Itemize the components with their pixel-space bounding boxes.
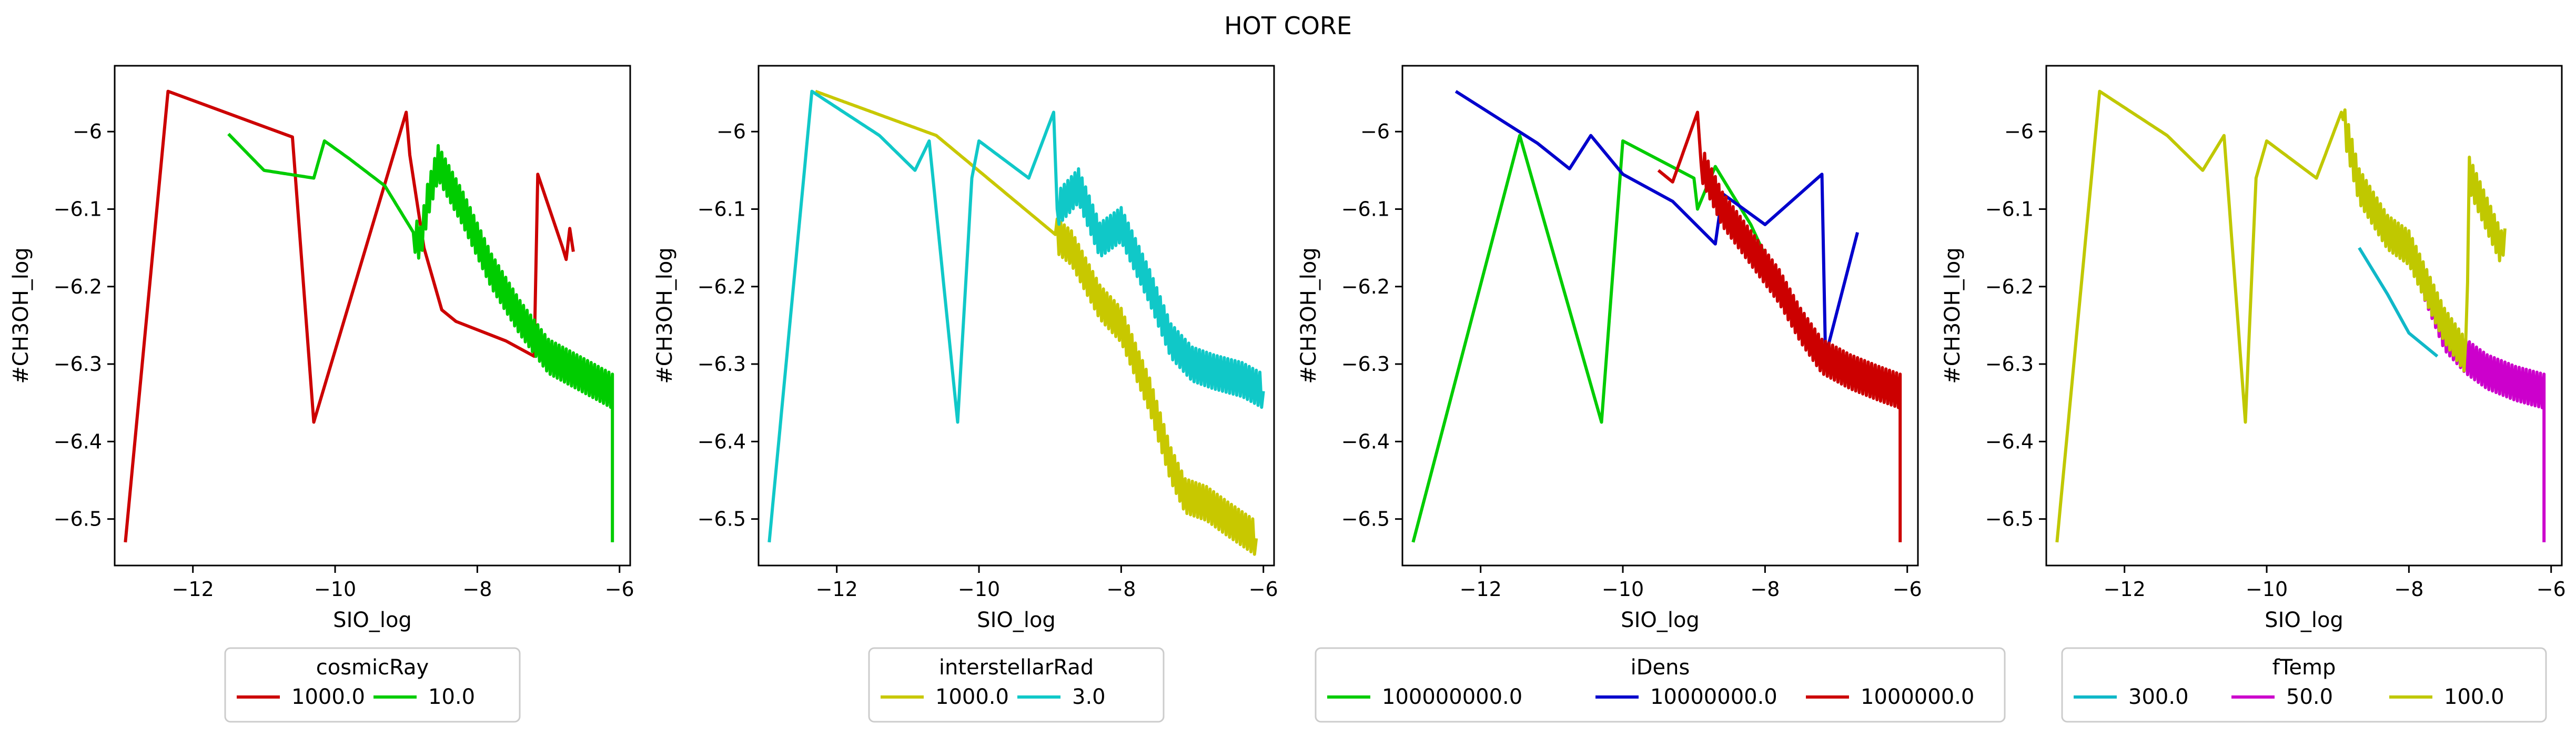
- y-tick-label: −6: [2004, 120, 2034, 143]
- legend-entry-label: 1000.0: [291, 685, 365, 709]
- x-tick-label: −8: [1106, 578, 1136, 601]
- y-tick-label: −6.4: [54, 430, 102, 453]
- legend: cosmicRay 1000.0 10.0: [224, 647, 521, 723]
- y-tick-label: −6.2: [1341, 275, 1390, 298]
- x-axis-label: SIO_log: [2265, 608, 2343, 632]
- x-tick-label: −8: [2394, 578, 2423, 601]
- legend-entry-label: 1000000.0: [1861, 685, 1974, 709]
- axes-frame: [114, 65, 631, 567]
- chart-panel-4: −12 −10 −8 −6 −6 −6.1 −6.2 −6.3 −6.4 −6.5 SIO_log #…: [1941, 65, 2566, 723]
- y-tick-label: −6.2: [54, 275, 102, 298]
- x-tick-label: −8: [462, 578, 492, 601]
- y-tick-label: −6.3: [1985, 352, 2034, 376]
- series-line-2: [227, 133, 614, 542]
- legend-title: iDens: [1631, 655, 1690, 680]
- x-axis-label: SIO_log: [977, 608, 1056, 632]
- legend-frame: [224, 647, 521, 723]
- series-line-1: [815, 89, 1258, 556]
- y-tick-label: −6.1: [54, 197, 102, 220]
- x-tick-label: −12: [816, 578, 858, 601]
- y-tick-label: −6.4: [1985, 430, 2034, 453]
- legend-title: fTemp: [2272, 655, 2336, 680]
- x-tick-label: −10: [314, 578, 356, 601]
- x-tick-label: −6: [1249, 578, 1278, 601]
- axes-frame: [1401, 65, 1919, 567]
- y-tick-label: −6.3: [1341, 352, 1390, 376]
- y-axis-label: #CH3OH_log: [1941, 247, 1965, 384]
- series-group: [124, 89, 614, 543]
- legend-entry-label: 100.0: [2444, 685, 2504, 709]
- legend: fTemp 300.0 50.0 100.0: [2061, 647, 2547, 723]
- legend-frame: [2061, 647, 2547, 723]
- y-axis-label: #CH3OH_log: [9, 247, 33, 384]
- legend-entry-label: 10.0: [428, 685, 475, 709]
- y-tick-label: −6.1: [1985, 197, 2034, 220]
- axes-frame: [2045, 65, 2563, 567]
- y-tick-label: −6: [1360, 120, 1390, 143]
- x-tick-label: −12: [1460, 578, 1502, 601]
- x-tick-label: −10: [2246, 578, 2288, 601]
- legend-entry-label: 3.0: [1072, 685, 1106, 709]
- y-tick-label: −6.5: [1985, 508, 2034, 531]
- y-tick-label: −6.5: [54, 508, 102, 531]
- y-tick-label: −6.4: [698, 430, 746, 453]
- series-group: [767, 89, 1265, 556]
- series-line-2: [767, 89, 1265, 543]
- chart-panel-2: −12 −10 −8 −6 −6 −6.1 −6.2 −6.3 −6.4 −6.5 SIO_log #…: [653, 65, 1278, 723]
- legend-entry-label: 10000000.0: [1650, 685, 1777, 709]
- legend-title: interstellarRad: [939, 655, 1094, 680]
- y-tick-label: −6.2: [698, 275, 746, 298]
- series-group: [2055, 89, 2546, 543]
- legend-frame: [868, 647, 1165, 723]
- figure-title: HOT CORE: [1224, 12, 1352, 40]
- chart-panel-1: −12 −10 −8 −6 −6 −6.1 −6.2 −6.3 −6.4 −6.5 SIO_log #…: [9, 65, 634, 723]
- series-line-1: [1411, 134, 1823, 543]
- legend: interstellarRad 1000.0 3.0: [868, 647, 1165, 723]
- legend-title: cosmicRay: [316, 655, 429, 680]
- series-line-3: [1657, 110, 1902, 542]
- series-line-1: [124, 89, 575, 543]
- y-tick-label: −6.1: [1341, 197, 1390, 220]
- chart-panel-3: −12 −10 −8 −6 −6 −6.1 −6.2 −6.3 −6.4 −6.5 SIO_log #…: [1297, 65, 2006, 723]
- legend-entry-label: 300.0: [2128, 685, 2189, 709]
- y-tick-label: −6: [73, 120, 102, 143]
- x-tick-label: −6: [1893, 578, 1922, 601]
- legend-entry-label: 50.0: [2286, 685, 2333, 709]
- y-tick-label: −6.5: [1341, 508, 1390, 531]
- series-line-2: [1454, 90, 1860, 358]
- y-tick-label: −6: [716, 120, 746, 143]
- x-tick-label: −8: [1750, 578, 1780, 601]
- y-tick-label: −6.2: [1985, 275, 2034, 298]
- x-tick-label: −10: [1602, 578, 1644, 601]
- x-tick-label: −12: [172, 578, 214, 601]
- x-tick-label: −10: [958, 578, 1000, 601]
- x-tick-label: −6: [2537, 578, 2566, 601]
- y-tick-label: −6.1: [698, 197, 746, 220]
- axes-frame: [757, 65, 1275, 567]
- series-line-3: [2055, 89, 2507, 543]
- legend-entry-label: 1000.0: [935, 685, 1009, 709]
- legend-entry-label: 100000000.0: [1382, 685, 1522, 709]
- x-axis-label: SIO_log: [333, 608, 412, 632]
- y-axis-label: #CH3OH_log: [1297, 247, 1321, 384]
- legend-frame: [1315, 647, 2006, 723]
- x-tick-label: −6: [605, 578, 634, 601]
- series-group: [1411, 90, 1902, 543]
- x-axis-label: SIO_log: [1621, 608, 1700, 632]
- y-axis-label: #CH3OH_log: [653, 247, 677, 384]
- legend: iDens 100000000.0 10000000.0 1000000.0: [1315, 647, 2006, 723]
- series-line-1: [2358, 247, 2439, 358]
- y-tick-label: −6.4: [1341, 430, 1390, 453]
- y-tick-label: −6.5: [698, 508, 746, 531]
- x-tick-label: −12: [2104, 578, 2146, 601]
- y-tick-label: −6.3: [54, 352, 102, 376]
- y-tick-label: −6.3: [698, 352, 746, 376]
